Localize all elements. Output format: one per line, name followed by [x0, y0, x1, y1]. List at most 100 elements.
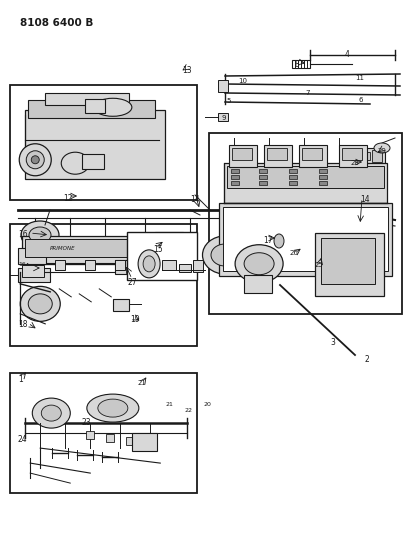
Text: 1: 1	[18, 375, 22, 384]
Bar	[10, 373, 196, 493]
Bar	[82, 154, 104, 169]
Bar	[25, 110, 165, 179]
Bar	[354, 148, 384, 170]
Text: 23: 23	[82, 418, 91, 427]
Bar	[25, 239, 137, 257]
Text: 3: 3	[329, 338, 334, 347]
Text: 13: 13	[182, 66, 191, 75]
Ellipse shape	[29, 227, 51, 243]
Ellipse shape	[41, 405, 61, 421]
Bar	[371, 150, 381, 162]
Bar	[318, 175, 326, 179]
Bar	[22, 236, 143, 264]
Text: 29: 29	[377, 148, 386, 154]
Ellipse shape	[138, 250, 160, 278]
Text: 4: 4	[344, 50, 349, 59]
Bar	[157, 235, 168, 243]
Bar	[55, 260, 65, 270]
Bar	[18, 248, 46, 264]
Bar	[131, 433, 156, 451]
Bar	[112, 299, 128, 311]
Ellipse shape	[243, 253, 274, 274]
Bar	[231, 175, 238, 179]
Bar	[357, 152, 369, 160]
Bar	[170, 235, 180, 243]
Ellipse shape	[273, 234, 283, 248]
Text: 25: 25	[314, 262, 323, 268]
Bar	[218, 80, 227, 92]
Ellipse shape	[19, 144, 51, 176]
Text: 21: 21	[138, 380, 146, 386]
Bar	[263, 146, 291, 167]
Bar	[193, 260, 202, 272]
Bar	[294, 242, 310, 254]
Bar	[231, 148, 252, 160]
Text: 28: 28	[350, 160, 359, 166]
Ellipse shape	[234, 245, 282, 282]
Bar	[318, 169, 326, 173]
Bar	[162, 260, 176, 270]
Bar	[86, 431, 94, 439]
Bar	[341, 148, 361, 160]
Bar	[338, 146, 366, 167]
Bar	[45, 93, 129, 106]
Ellipse shape	[211, 244, 238, 266]
Text: 11: 11	[354, 75, 363, 81]
Ellipse shape	[143, 256, 155, 272]
Text: 15: 15	[153, 245, 162, 254]
Bar	[127, 232, 196, 280]
Text: 16: 16	[18, 230, 27, 239]
Bar	[288, 175, 297, 179]
Bar	[155, 232, 182, 252]
Ellipse shape	[21, 221, 59, 249]
Bar	[218, 113, 227, 121]
Text: 2: 2	[364, 355, 369, 364]
Bar	[270, 230, 287, 252]
Text: 22: 22	[184, 408, 193, 413]
Text: 16ᴀ: 16ᴀ	[18, 262, 29, 267]
Ellipse shape	[31, 156, 39, 164]
Bar	[222, 207, 387, 271]
Ellipse shape	[61, 152, 89, 174]
Bar	[28, 100, 155, 118]
Text: 6: 6	[358, 97, 363, 103]
Text: 14: 14	[359, 195, 369, 204]
Ellipse shape	[28, 294, 52, 314]
Bar	[85, 260, 95, 270]
Text: 12: 12	[63, 194, 72, 203]
Text: 20: 20	[204, 402, 211, 407]
Text: 14: 14	[189, 195, 199, 204]
Bar	[229, 146, 256, 167]
Bar	[140, 260, 150, 270]
Bar	[314, 252, 328, 262]
Ellipse shape	[94, 98, 132, 116]
Bar	[227, 166, 383, 188]
Text: PRIMONE: PRIMONE	[50, 246, 76, 252]
Bar	[258, 175, 266, 179]
Bar	[288, 181, 297, 185]
Text: 8: 8	[294, 60, 299, 69]
Bar	[314, 233, 384, 296]
Bar	[299, 146, 326, 167]
Bar	[231, 169, 238, 173]
Bar	[258, 181, 266, 185]
Ellipse shape	[32, 398, 70, 428]
Bar	[243, 274, 272, 293]
Text: 27: 27	[128, 278, 137, 287]
Bar	[320, 238, 374, 284]
Bar	[126, 437, 134, 445]
Text: 18: 18	[18, 320, 27, 329]
Text: 9: 9	[221, 115, 226, 121]
Bar	[224, 163, 386, 203]
Bar	[10, 224, 196, 346]
Bar	[218, 203, 391, 276]
Bar	[266, 148, 286, 160]
Text: 5: 5	[225, 98, 230, 104]
Ellipse shape	[98, 399, 128, 417]
Ellipse shape	[20, 286, 60, 321]
Bar	[301, 148, 321, 160]
Text: 17: 17	[262, 236, 272, 245]
Text: 19: 19	[130, 315, 139, 324]
Bar	[22, 265, 44, 277]
Text: 10: 10	[237, 78, 246, 84]
